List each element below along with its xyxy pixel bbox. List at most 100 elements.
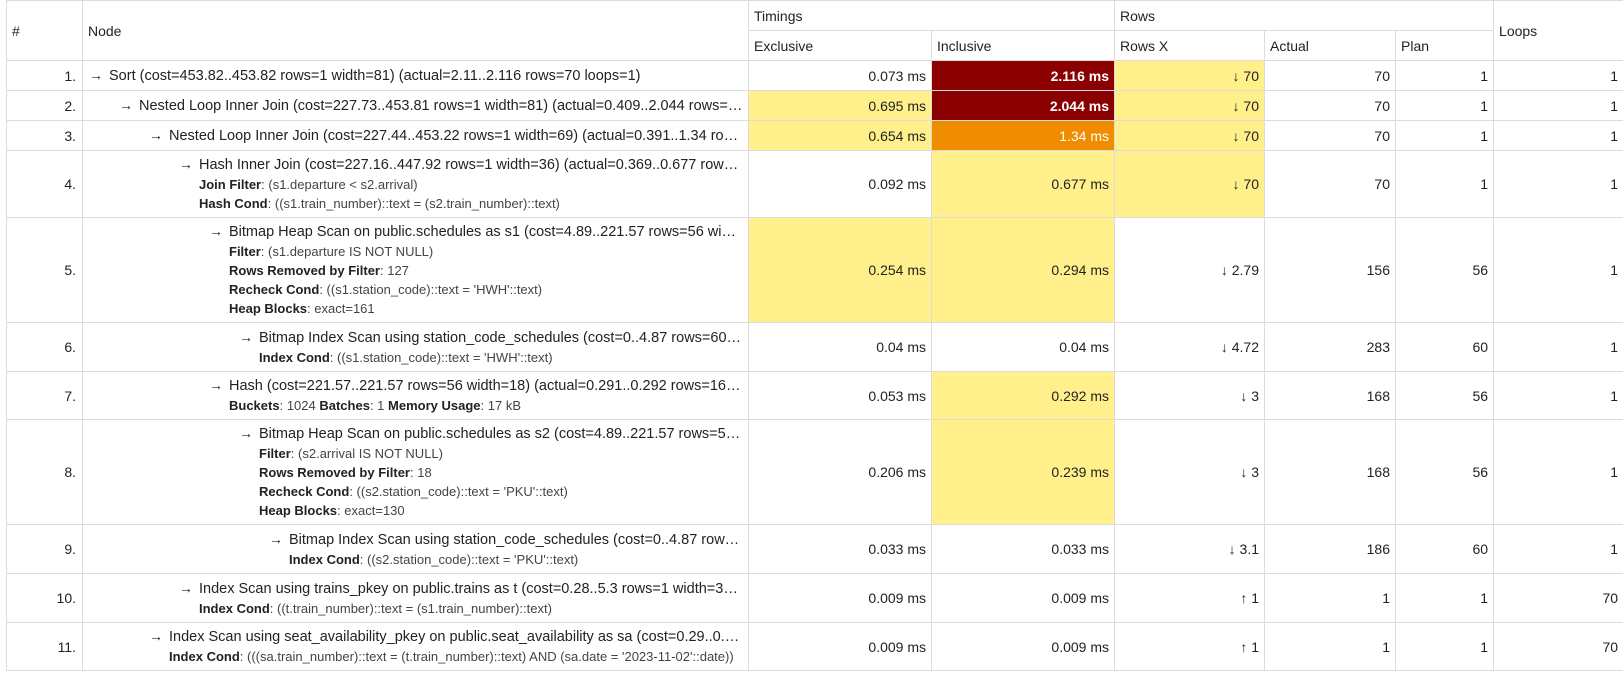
header-loops[interactable]: Loops xyxy=(1493,0,1623,61)
node-cell[interactable]: → Index Scan using seat_availability_pkey… xyxy=(82,622,749,671)
table-row[interactable]: 10. → Index Scan using trains_pkey on publ… xyxy=(6,573,1623,623)
inclusive-time: 0.294 ms xyxy=(931,217,1115,323)
rows-actual: 168 xyxy=(1264,371,1396,420)
detail-label: Filter xyxy=(229,244,261,259)
table-row[interactable]: 8. → Bitmap Heap Scan on public.schedules … xyxy=(6,419,1623,525)
rows-plan: 1 xyxy=(1394,573,1495,623)
header-actual[interactable]: Actual xyxy=(1264,30,1396,61)
inclusive-time: 0.009 ms xyxy=(931,573,1115,623)
table-row[interactable]: 5. → Bitmap Heap Scan on public.schedules … xyxy=(6,217,1623,323)
exclusive-time: 0.073 ms xyxy=(748,60,932,91)
node-cell[interactable]: → Nested Loop Inner Join (cost=227.44..45… xyxy=(82,120,749,151)
detail-label: Heap Blocks xyxy=(229,301,308,316)
detail-label: Recheck Cond xyxy=(229,282,320,297)
arrow-right-icon: → xyxy=(179,156,193,172)
node-title[interactable]: → Hash Inner Join (cost=227.16..447.92 ro… xyxy=(179,155,743,175)
node-title[interactable]: → Index Scan using trains_pkey on public.… xyxy=(179,579,743,599)
detail-label: Batches xyxy=(319,398,370,413)
detail-label: Index Cond xyxy=(199,600,270,616)
row-index: 3. xyxy=(6,120,83,151)
node-text: Bitmap Heap Scan on public.schedules as … xyxy=(229,224,743,240)
rows-x: ↓ 3 xyxy=(1114,419,1265,525)
node-title[interactable]: → Hash (cost=221.57..221.57 rows=56 width… xyxy=(209,376,743,396)
node-cell[interactable]: → Index Scan using trains_pkey on public.… xyxy=(82,573,749,623)
table-row[interactable]: 6. → Bitmap Index Scan using station_code_… xyxy=(6,322,1623,372)
rows-x: ↓ 3 xyxy=(1114,371,1265,420)
table-row[interactable]: 1. → Sort (cost=453.82..453.82 rows=1 widt… xyxy=(6,60,1623,91)
node-cell[interactable]: → Hash Inner Join (cost=227.16..447.92 ro… xyxy=(82,150,749,218)
loops: 1 xyxy=(1493,419,1623,525)
node-title[interactable]: → Nested Loop Inner Join (cost=227.44..45… xyxy=(149,126,743,146)
detail-value: ((s1.train_number)::text = (s2.train_num… xyxy=(274,196,560,211)
explain-plan-table: # Node Timings Rows Loops Exclusive Incl… xyxy=(6,0,1623,671)
detail-label: Buckets xyxy=(229,398,280,413)
node-detail: Index Cond: ((t.train_number)::text = (s… xyxy=(199,600,552,616)
arrow-right-icon: → xyxy=(209,223,223,239)
detail-label: Memory Usage xyxy=(388,398,481,413)
header-node[interactable]: Node xyxy=(82,0,749,61)
node-text: Index Scan using trains_pkey on public.t… xyxy=(199,580,743,597)
node-cell[interactable]: → Sort (cost=453.82..453.82 rows=1 width=… xyxy=(82,60,749,91)
rows-actual: 70 xyxy=(1264,60,1396,91)
loops: 1 xyxy=(1493,524,1623,574)
node-text: Index Scan using seat_availability_pkey … xyxy=(169,629,743,645)
header-inclusive[interactable]: Inclusive xyxy=(931,30,1115,61)
node-cell[interactable]: → Bitmap Index Scan using station_code_sc… xyxy=(82,524,749,574)
row-index: 4. xyxy=(6,150,83,218)
header-index[interactable]: # xyxy=(6,0,83,61)
detail-label: Heap Blocks xyxy=(259,503,338,518)
row-index: 1. xyxy=(6,60,83,91)
node-title[interactable]: → Nested Loop Inner Join (cost=227.73..45… xyxy=(119,96,743,116)
detail-value: exact=130 xyxy=(344,503,405,518)
exclusive-time: 0.04 ms xyxy=(748,322,932,372)
rows-x: ↓ 4.72 xyxy=(1114,322,1265,372)
node-cell[interactable]: → Bitmap Heap Scan on public.schedules as… xyxy=(82,217,749,323)
detail-label: Index Cond xyxy=(289,551,360,567)
inclusive-time: 0.239 ms xyxy=(931,419,1115,525)
node-detail: Buckets: 1024 Batches: 1 Memory Usage: 1… xyxy=(229,398,521,413)
header-rows-x[interactable]: Rows X xyxy=(1114,30,1265,61)
node-title[interactable]: → Index Scan using seat_availability_pkey… xyxy=(149,627,743,647)
node-text: Hash Inner Join (cost=227.16..447.92 row… xyxy=(199,157,743,173)
detail-value: ((s1.station_code)::text = 'HWH'::text) xyxy=(337,349,553,365)
detail-value: ((s2.station_code)::text = 'PKU'::text) xyxy=(356,484,568,499)
arrow-right-icon: → xyxy=(269,530,283,547)
exclusive-time: 0.695 ms xyxy=(748,90,932,121)
node-title[interactable]: → Sort (cost=453.82..453.82 rows=1 width=… xyxy=(89,66,743,86)
inclusive-time: 0.677 ms xyxy=(931,150,1115,218)
rows-plan: 1 xyxy=(1394,120,1495,151)
loops: 1 xyxy=(1493,322,1623,372)
inclusive-time: 2.044 ms xyxy=(931,90,1115,121)
node-cell[interactable]: → Bitmap Heap Scan on public.schedules as… xyxy=(82,419,749,525)
node-title[interactable]: → Bitmap Index Scan using station_code_sc… xyxy=(239,328,743,348)
detail-value: (((sa.train_number)::text = (t.train_num… xyxy=(247,649,734,664)
loops: 70 xyxy=(1493,622,1623,671)
node-detail: Recheck Cond: ((s1.station_code)::text =… xyxy=(229,282,543,297)
table-row[interactable]: 11. → Index Scan using seat_availability_p… xyxy=(6,622,1623,671)
node-title[interactable]: → Bitmap Heap Scan on public.schedules as… xyxy=(239,424,743,444)
arrow-right-icon: → xyxy=(239,425,253,441)
inclusive-time: 0.033 ms xyxy=(931,524,1115,574)
node-title[interactable]: → Bitmap Heap Scan on public.schedules as… xyxy=(209,222,743,242)
header-plan[interactable]: Plan xyxy=(1394,30,1495,61)
rows-actual: 283 xyxy=(1264,322,1396,372)
header-exclusive[interactable]: Exclusive xyxy=(748,30,932,61)
node-detail: Index Cond: (((sa.train_number)::text = … xyxy=(169,649,734,664)
arrow-right-icon: → xyxy=(149,628,163,644)
table-row[interactable]: 9. → Bitmap Index Scan using station_code_… xyxy=(6,524,1623,574)
exclusive-time: 0.009 ms xyxy=(748,622,932,671)
table-row[interactable]: 4. → Hash Inner Join (cost=227.16..447.92 … xyxy=(6,150,1623,218)
node-cell[interactable]: → Hash (cost=221.57..221.57 rows=56 width… xyxy=(82,371,749,420)
node-cell[interactable]: → Bitmap Index Scan using station_code_sc… xyxy=(82,322,749,372)
node-title[interactable]: → Bitmap Index Scan using station_code_sc… xyxy=(269,530,743,550)
detail-value: 18 xyxy=(417,465,432,480)
exclusive-time: 0.009 ms xyxy=(748,573,932,623)
exclusive-time: 0.053 ms xyxy=(748,371,932,420)
table-row[interactable]: 7. → Hash (cost=221.57..221.57 rows=56 wid… xyxy=(6,371,1623,420)
detail-value: 127 xyxy=(387,263,409,278)
rows-x: ↓ 70 xyxy=(1114,60,1265,91)
table-row[interactable]: 3. → Nested Loop Inner Join (cost=227.44..… xyxy=(6,120,1623,151)
node-cell[interactable]: → Nested Loop Inner Join (cost=227.73..45… xyxy=(82,90,749,121)
table-row[interactable]: 2. → Nested Loop Inner Join (cost=227.73..… xyxy=(6,90,1623,121)
arrow-right-icon: → xyxy=(209,377,223,393)
